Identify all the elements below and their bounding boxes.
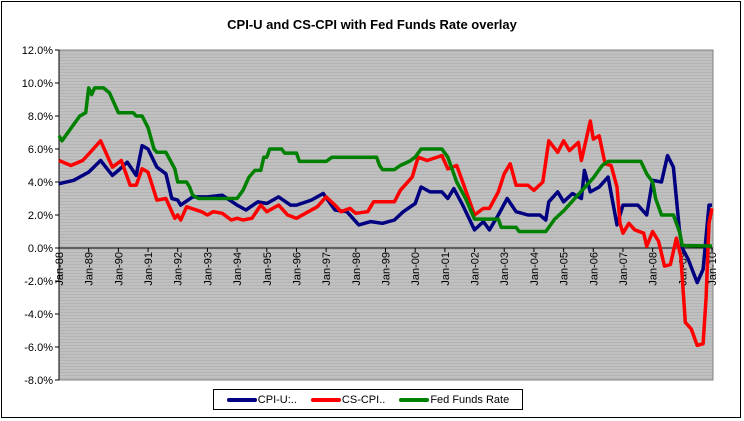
- y-tick-label: 8.0%: [28, 111, 53, 123]
- legend-label: Fed Funds Rate: [430, 393, 510, 406]
- x-tick-label: Jan-07: [618, 252, 630, 286]
- x-tick-label: Jan-98: [351, 252, 363, 286]
- y-tick-label: 10.0%: [22, 78, 53, 90]
- y-tick-label: -2.0%: [24, 276, 53, 288]
- y-tick-label: -6.0%: [24, 342, 53, 354]
- x-tick-label: Jan-91: [143, 252, 155, 286]
- x-tick-label: Jan-90: [113, 252, 125, 286]
- y-tick-label: 12.0%: [22, 45, 53, 57]
- x-tick-label: Jan-95: [262, 252, 274, 286]
- x-tick-label: Jan-04: [529, 252, 541, 286]
- legend-item-fed-funds: Fed Funds Rate: [399, 394, 509, 406]
- x-tick-label: Jan-96: [291, 252, 303, 286]
- y-tick-label: 2.0%: [28, 210, 53, 222]
- x-tick-label: Jan-05: [559, 252, 571, 286]
- x-tick-label: Jan-88: [54, 252, 66, 286]
- series-line-cpi-u-: [58, 143, 712, 285]
- legend-swatch: [226, 397, 257, 402]
- legend-label: CPI-U:..: [257, 393, 297, 406]
- x-tick-label: Jan-08: [648, 252, 660, 286]
- x-tick-label: Jan-03: [499, 252, 511, 286]
- x-tick-label: Jan-10: [707, 252, 719, 286]
- x-tick-label: Jan-92: [173, 252, 185, 286]
- y-tick-label: -8.0%: [24, 375, 53, 387]
- y-tick-label: 0.0%: [28, 243, 53, 255]
- x-tick-label: Jan-97: [321, 252, 333, 286]
- x-tick-label: Jan-01: [440, 252, 452, 286]
- legend: CPI-U:.. CS-CPI.. Fed Funds Rate: [213, 389, 523, 410]
- legend-item-cpi-u: CPI-U:..: [226, 393, 297, 406]
- x-tick-label: Jan-93: [202, 252, 214, 286]
- y-tick-label: 6.0%: [28, 144, 53, 156]
- series-line-cs-cpi-: [58, 119, 714, 348]
- y-tick-label: 4.0%: [28, 177, 53, 189]
- series-line-fed-funds-rate: [57, 86, 713, 248]
- x-tick-label: Jan-02: [470, 252, 482, 286]
- legend-swatch: [399, 397, 430, 402]
- chart-title: CPI-U and CS-CPI with Fed Funds Rate ove…: [227, 17, 517, 32]
- plot-area: [58, 49, 714, 381]
- legend-swatch: [310, 397, 341, 402]
- x-tick-label: Jan-06: [588, 252, 600, 286]
- x-tick-label: Jan-94: [232, 252, 244, 286]
- legend-label: CS-CPI..: [341, 393, 386, 406]
- y-tick-label: -4.0%: [24, 309, 53, 321]
- x-tick-label: Jan-00: [410, 252, 422, 286]
- x-tick-label: Jan-99: [381, 252, 393, 286]
- x-tick-label: Jan-89: [84, 252, 96, 286]
- legend-item-cs-cpi: CS-CPI..: [310, 393, 386, 406]
